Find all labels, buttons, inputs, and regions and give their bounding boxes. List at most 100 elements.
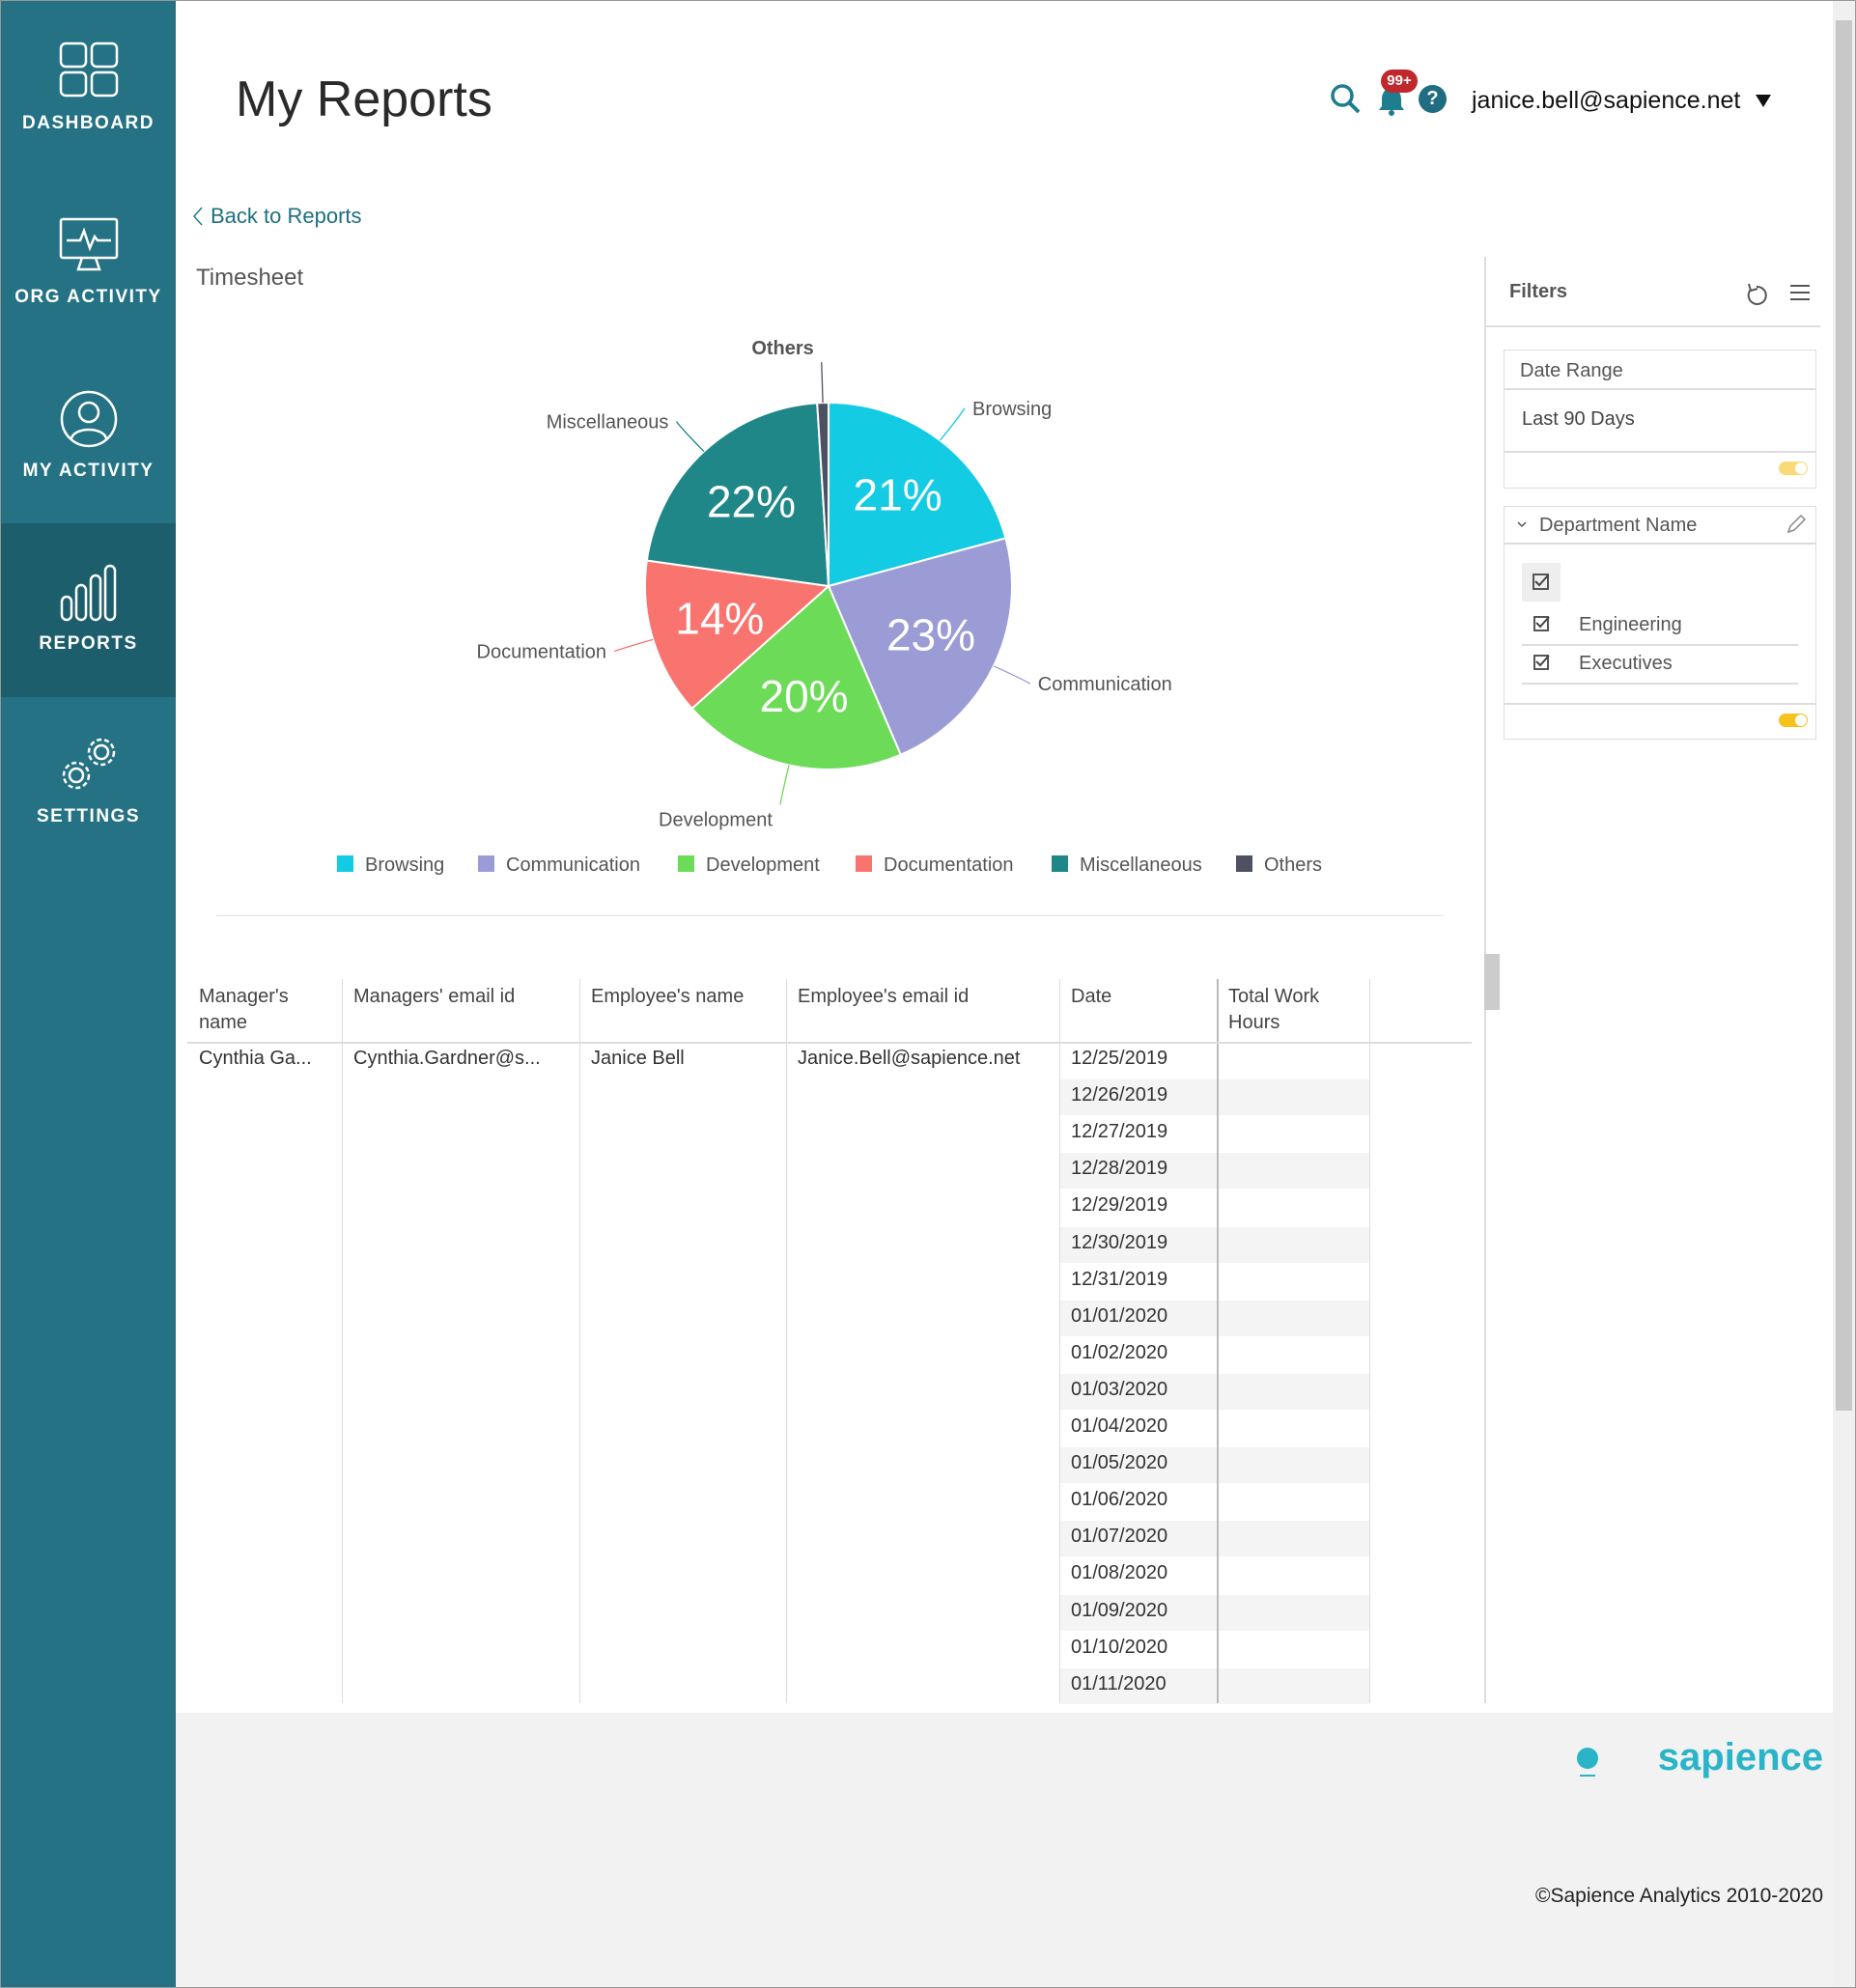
report-title: Timesheet <box>196 265 304 291</box>
back-chevron <box>192 207 203 226</box>
pie-slice <box>645 402 830 588</box>
scrollbar[interactable] <box>1833 1 1855 1987</box>
back-link[interactable]: Back to Reports <box>211 204 362 228</box>
filter-label: Department Name <box>1539 515 1698 536</box>
legend-swatch <box>1236 855 1252 872</box>
category-label: Browsing <box>972 399 1052 420</box>
legend-label: Browsing <box>365 854 444 876</box>
filter-divider <box>1504 451 1815 453</box>
row-stripe <box>1059 1667 1369 1704</box>
option-label: Engineering <box>1579 614 1682 635</box>
sidebar: DASHBOARD ORG ACTIVITY MY ACTIVITY REPOR… <box>1 1 176 1987</box>
legend-swatch <box>856 855 872 872</box>
column-header: Employee's name <box>591 986 745 1007</box>
row-stripe <box>1059 1153 1369 1190</box>
legend-swatch <box>337 855 353 872</box>
table-cell: 01/09/2020 <box>1071 1599 1168 1621</box>
table-cell: 01/06/2020 <box>1071 1489 1168 1511</box>
table-cell: 12/30/2019 <box>1071 1231 1168 1253</box>
legend-swatch <box>678 855 694 872</box>
pie-slice <box>644 559 831 711</box>
row-stripe <box>1059 1226 1369 1263</box>
option-checkbox[interactable] <box>1533 654 1551 671</box>
option-checkbox[interactable] <box>1533 615 1551 632</box>
toggle[interactable] <box>1779 462 1808 475</box>
row-stripe <box>1059 1447 1369 1484</box>
collapse-caret[interactable] <box>1516 520 1528 530</box>
copyright: ©Sapience Analytics 2010-2020 <box>1534 1885 1823 1907</box>
table-cell: 01/03/2020 <box>1071 1378 1168 1400</box>
org-activity-icon <box>59 217 119 271</box>
option-divider <box>1522 644 1798 646</box>
slice-label: 23% <box>886 609 975 659</box>
filter-divider <box>1504 388 1815 390</box>
filters-title: Filters <box>1509 281 1568 302</box>
nav-settings[interactable]: SETTINGS <box>1 696 176 870</box>
table-cell: 12/31/2019 <box>1071 1268 1168 1290</box>
footer: sapience ©Sapience Analytics 2010-2020 <box>176 1713 1833 1987</box>
nav-dashboard[interactable]: DASHBOARD <box>1 1 176 175</box>
logo-mark <box>1577 1748 1598 1777</box>
leader-line <box>993 665 1031 685</box>
dashboard-icon <box>59 42 119 98</box>
nav-reports[interactable]: REPORTS <box>1 523 176 697</box>
table-cell: 01/08/2020 <box>1071 1562 1168 1584</box>
notification-badge: 99+ <box>1381 70 1418 93</box>
logo: sapience <box>1657 1736 1823 1778</box>
filter-value[interactable]: Last 90 Days <box>1522 408 1635 430</box>
column-divider <box>342 979 343 1703</box>
divider <box>216 915 1444 916</box>
help-icon[interactable]: ? <box>1419 85 1447 113</box>
legend-swatch <box>1052 855 1068 872</box>
my-activity-icon <box>60 390 118 448</box>
table-cell: 01/02/2020 <box>1071 1341 1168 1363</box>
nav-label: SETTINGS <box>36 806 140 826</box>
reset-icon[interactable] <box>1745 282 1768 305</box>
page-title: My Reports <box>236 71 492 127</box>
column-header: Managers' email id <box>353 986 516 1007</box>
table-cell: Cynthia Ga... <box>199 1048 312 1069</box>
leader-line <box>779 765 790 805</box>
slice-label: 22% <box>707 477 796 527</box>
legend-label: Communication <box>506 854 640 876</box>
table-cell: 12/25/2019 <box>1071 1048 1168 1069</box>
select-all[interactable] <box>1522 563 1561 602</box>
category-label: Others <box>751 338 813 359</box>
bell-icon[interactable] <box>1376 84 1407 117</box>
category-label: Miscellaneous <box>547 412 669 434</box>
slice-label: 14% <box>675 593 764 643</box>
table-cell: 01/10/2020 <box>1071 1636 1168 1658</box>
panel-collapse-handle[interactable] <box>1484 954 1500 1010</box>
table-cell: 12/27/2019 <box>1071 1121 1168 1143</box>
nav-my-activity[interactable]: MY ACTIVITY <box>1 349 176 522</box>
nav-org-activity[interactable]: ORG ACTIVITY <box>1 175 176 349</box>
edit-icon[interactable] <box>1785 513 1808 536</box>
table-cell: Cynthia.Gardner@s... <box>353 1048 541 1069</box>
legend-label: Documentation <box>884 854 1014 876</box>
column-divider <box>579 979 580 1703</box>
nav-label: DASHBOARD <box>22 113 155 133</box>
menu-icon[interactable] <box>1789 284 1811 301</box>
column-header: Total Work Hours <box>1228 986 1320 1033</box>
pie-slice <box>690 584 903 770</box>
slice-label: 21% <box>854 469 942 519</box>
table-cell: 01/01/2020 <box>1071 1304 1168 1327</box>
filter-divider <box>1504 543 1815 545</box>
toggle[interactable] <box>1779 714 1808 727</box>
filters-divider <box>1486 325 1820 327</box>
filter-label: Date Range <box>1520 360 1623 381</box>
scroll-thumb[interactable] <box>1836 20 1852 1411</box>
settings-icon <box>62 738 116 790</box>
user-menu-caret[interactable] <box>1755 94 1772 109</box>
legend-label: Development <box>706 854 820 876</box>
table-cell: 01/04/2020 <box>1071 1415 1168 1437</box>
user-menu[interactable]: janice.bell@sapience.net <box>1472 87 1741 114</box>
column-divider <box>1059 979 1060 1703</box>
table-cell: 01/05/2020 <box>1071 1452 1168 1474</box>
legend-label: Others <box>1264 854 1322 876</box>
legend-swatch <box>478 855 494 872</box>
leader-line <box>939 407 966 441</box>
row-stripe <box>1059 1594 1369 1631</box>
search-icon[interactable] <box>1329 82 1364 117</box>
column-divider <box>786 979 787 1703</box>
